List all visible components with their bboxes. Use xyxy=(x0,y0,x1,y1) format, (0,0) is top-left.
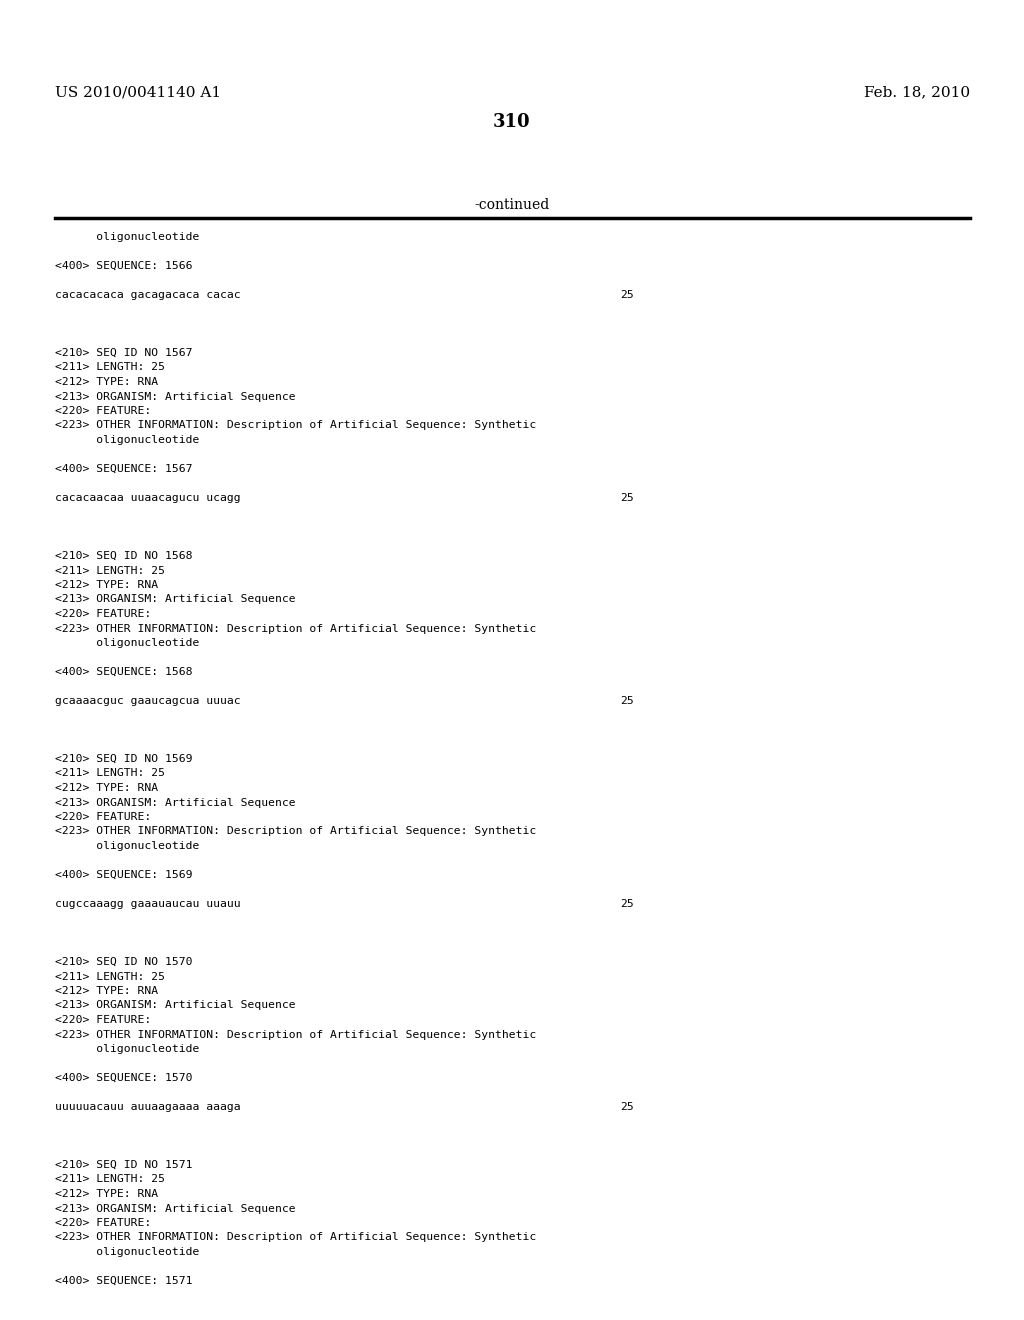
Text: <211> LENGTH: 25: <211> LENGTH: 25 xyxy=(55,565,165,576)
Text: <213> ORGANISM: Artificial Sequence: <213> ORGANISM: Artificial Sequence xyxy=(55,1001,296,1011)
Text: <220> FEATURE:: <220> FEATURE: xyxy=(55,407,152,416)
Text: <212> TYPE: RNA: <212> TYPE: RNA xyxy=(55,783,158,793)
Text: <213> ORGANISM: Artificial Sequence: <213> ORGANISM: Artificial Sequence xyxy=(55,594,296,605)
Text: <220> FEATURE:: <220> FEATURE: xyxy=(55,1218,152,1228)
Text: <400> SEQUENCE: 1566: <400> SEQUENCE: 1566 xyxy=(55,261,193,271)
Text: uuuuuacauu auuaagaaaa aaaga: uuuuuacauu auuaagaaaa aaaga xyxy=(55,1102,241,1111)
Text: <212> TYPE: RNA: <212> TYPE: RNA xyxy=(55,579,158,590)
Text: <400> SEQUENCE: 1571: <400> SEQUENCE: 1571 xyxy=(55,1276,193,1286)
Text: -continued: -continued xyxy=(474,198,550,213)
Text: <211> LENGTH: 25: <211> LENGTH: 25 xyxy=(55,1175,165,1184)
Text: oligonucleotide: oligonucleotide xyxy=(55,1247,200,1257)
Text: cugccaaagg gaaauaucau uuauu: cugccaaagg gaaauaucau uuauu xyxy=(55,899,241,909)
Text: US 2010/0041140 A1: US 2010/0041140 A1 xyxy=(55,84,221,99)
Text: <400> SEQUENCE: 1570: <400> SEQUENCE: 1570 xyxy=(55,1073,193,1082)
Text: <400> SEQUENCE: 1567: <400> SEQUENCE: 1567 xyxy=(55,465,193,474)
Text: <212> TYPE: RNA: <212> TYPE: RNA xyxy=(55,378,158,387)
Text: <223> OTHER INFORMATION: Description of Artificial Sequence: Synthetic: <223> OTHER INFORMATION: Description of … xyxy=(55,1233,537,1242)
Text: <223> OTHER INFORMATION: Description of Artificial Sequence: Synthetic: <223> OTHER INFORMATION: Description of … xyxy=(55,421,537,430)
Text: <223> OTHER INFORMATION: Description of Artificial Sequence: Synthetic: <223> OTHER INFORMATION: Description of … xyxy=(55,826,537,837)
Text: <213> ORGANISM: Artificial Sequence: <213> ORGANISM: Artificial Sequence xyxy=(55,797,296,808)
Text: oligonucleotide: oligonucleotide xyxy=(55,1044,200,1053)
Text: oligonucleotide: oligonucleotide xyxy=(55,638,200,648)
Text: <210> SEQ ID NO 1567: <210> SEQ ID NO 1567 xyxy=(55,348,193,358)
Text: <220> FEATURE:: <220> FEATURE: xyxy=(55,609,152,619)
Text: cacacaacaa uuaacagucu ucagg: cacacaacaa uuaacagucu ucagg xyxy=(55,492,241,503)
Text: <400> SEQUENCE: 1569: <400> SEQUENCE: 1569 xyxy=(55,870,193,880)
Text: oligonucleotide: oligonucleotide xyxy=(55,232,200,242)
Text: oligonucleotide: oligonucleotide xyxy=(55,841,200,851)
Text: <211> LENGTH: 25: <211> LENGTH: 25 xyxy=(55,972,165,982)
Text: Feb. 18, 2010: Feb. 18, 2010 xyxy=(864,84,970,99)
Text: <210> SEQ ID NO 1571: <210> SEQ ID NO 1571 xyxy=(55,1160,193,1170)
Text: 25: 25 xyxy=(620,492,634,503)
Text: <220> FEATURE:: <220> FEATURE: xyxy=(55,1015,152,1026)
Text: <210> SEQ ID NO 1568: <210> SEQ ID NO 1568 xyxy=(55,550,193,561)
Text: <210> SEQ ID NO 1569: <210> SEQ ID NO 1569 xyxy=(55,754,193,764)
Text: 25: 25 xyxy=(620,899,634,909)
Text: gcaaaacguc gaaucagcua uuuac: gcaaaacguc gaaucagcua uuuac xyxy=(55,696,241,706)
Text: 25: 25 xyxy=(620,290,634,300)
Text: 25: 25 xyxy=(620,1102,634,1111)
Text: <400> SEQUENCE: 1568: <400> SEQUENCE: 1568 xyxy=(55,667,193,677)
Text: <223> OTHER INFORMATION: Description of Artificial Sequence: Synthetic: <223> OTHER INFORMATION: Description of … xyxy=(55,623,537,634)
Text: 25: 25 xyxy=(620,696,634,706)
Text: <223> OTHER INFORMATION: Description of Artificial Sequence: Synthetic: <223> OTHER INFORMATION: Description of … xyxy=(55,1030,537,1040)
Text: <212> TYPE: RNA: <212> TYPE: RNA xyxy=(55,1189,158,1199)
Text: <213> ORGANISM: Artificial Sequence: <213> ORGANISM: Artificial Sequence xyxy=(55,1204,296,1213)
Text: <210> SEQ ID NO 1570: <210> SEQ ID NO 1570 xyxy=(55,957,193,968)
Text: <211> LENGTH: 25: <211> LENGTH: 25 xyxy=(55,363,165,372)
Text: oligonucleotide: oligonucleotide xyxy=(55,436,200,445)
Text: <212> TYPE: RNA: <212> TYPE: RNA xyxy=(55,986,158,997)
Text: <213> ORGANISM: Artificial Sequence: <213> ORGANISM: Artificial Sequence xyxy=(55,392,296,401)
Text: 310: 310 xyxy=(494,114,530,131)
Text: <211> LENGTH: 25: <211> LENGTH: 25 xyxy=(55,768,165,779)
Text: <220> FEATURE:: <220> FEATURE: xyxy=(55,812,152,822)
Text: cacacacaca gacagacaca cacac: cacacacaca gacagacaca cacac xyxy=(55,290,241,300)
